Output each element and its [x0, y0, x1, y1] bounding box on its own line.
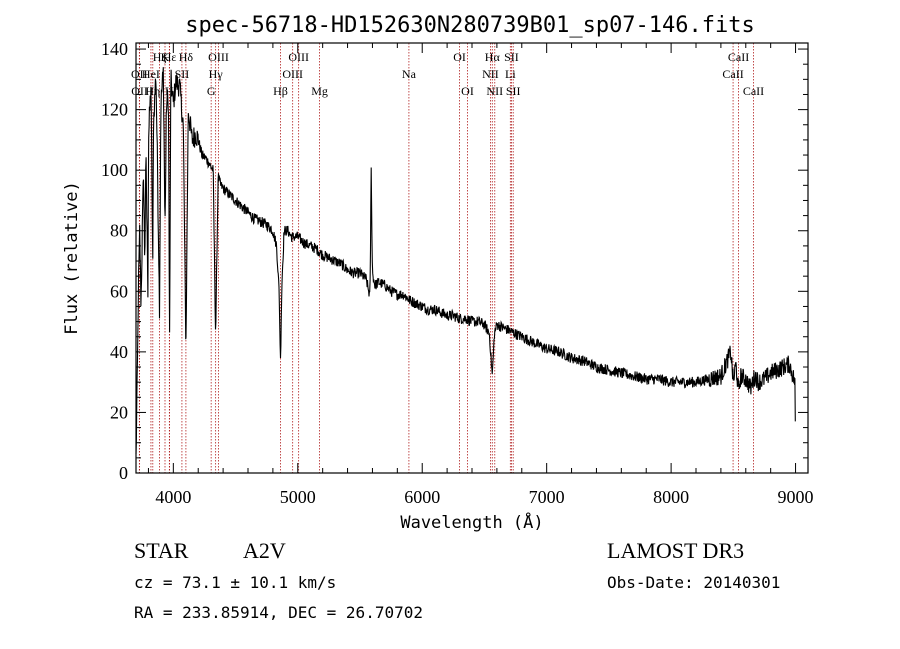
spectral-line-label: OII [131, 67, 148, 81]
y-tick-label: 120 [101, 100, 128, 120]
spectral-line-label: Na [402, 67, 417, 81]
plot-frame [135, 42, 809, 474]
spectral-line-label: CaII [728, 50, 749, 64]
spectral-line-label: NII [482, 67, 499, 81]
spectral-line-label: Mg [311, 84, 328, 98]
x-tick-label: 8000 [653, 487, 689, 507]
x-tick-label: 4000 [155, 487, 191, 507]
spectral-line-label: OIII [282, 67, 303, 81]
spectral-line-label: CaII [743, 84, 764, 98]
subclass: A2V [243, 538, 286, 563]
spectral-line-label: OI [453, 50, 466, 64]
y-tick-label: 20 [110, 402, 128, 422]
redshift-cz: cz = 73.1 ± 10.1 km/s [134, 573, 337, 592]
y-axis-label: Flux (relative) [62, 181, 82, 335]
spectral-line-label: SII [175, 67, 190, 81]
spectral-line-label: NII [486, 84, 503, 98]
spectral-line-label: H [165, 84, 174, 98]
spectral-line-label: OIII [288, 50, 309, 64]
y-tick-label: 0 [119, 463, 128, 483]
spectral-line-label: SII [504, 50, 519, 64]
survey-name: LAMOST DR3 [607, 538, 745, 563]
spectral-line-label: Li [505, 67, 516, 81]
spectrum-chart: spec-56718-HD152630N280739B01_sp07-146.f… [62, 13, 814, 533]
spectral-line-label: Hγ [209, 67, 224, 81]
obs-date: Obs-Date: 20140301 [607, 573, 781, 592]
spectral-line-label: Hε [163, 50, 177, 64]
spectral-line-label: Hβ [273, 84, 288, 98]
spectral-line-label: Hδ [179, 50, 194, 64]
y-tick-label: 140 [101, 39, 128, 59]
spectral-line-label: OIII [208, 50, 229, 64]
y-tick-label: 100 [101, 160, 128, 180]
x-tick-label: 5000 [280, 487, 316, 507]
y-tick-label: 80 [110, 221, 128, 241]
y-tick-label: 60 [110, 281, 128, 301]
spectral-line-label: OI [461, 84, 474, 98]
spectral-lines [138, 43, 754, 473]
spectral-line-label: CaII [722, 67, 743, 81]
axis-ticks: 4000 5000 6000 7000 8000 9000 0 20 40 60 80 100 120 1… [101, 39, 814, 507]
spectrum-series-line [135, 67, 796, 455]
coordinates: RA = 233.85914, DEC = 26.70702 [134, 603, 423, 622]
chart-title: spec-56718-HD152630N280739B01_sp07-146.f… [185, 13, 755, 38]
x-tick-label: 7000 [529, 487, 565, 507]
x-tick-label: 6000 [404, 487, 440, 507]
spectral-line-label: G [207, 84, 216, 98]
spectral-line-label: Hζ [153, 50, 167, 64]
spectral-line-label: Hη [145, 84, 160, 98]
spectral-line-label: SII [506, 84, 521, 98]
x-axis-label: Wavelength (Å) [400, 511, 543, 533]
y-tick-label: 40 [110, 342, 128, 362]
spectral-line-label: Hα [485, 50, 501, 64]
object-type: STAR [134, 538, 189, 563]
spectral-line-label: HeI [142, 67, 160, 81]
spectral-line-label: K [161, 50, 170, 64]
x-tick-label: 9000 [778, 487, 814, 507]
